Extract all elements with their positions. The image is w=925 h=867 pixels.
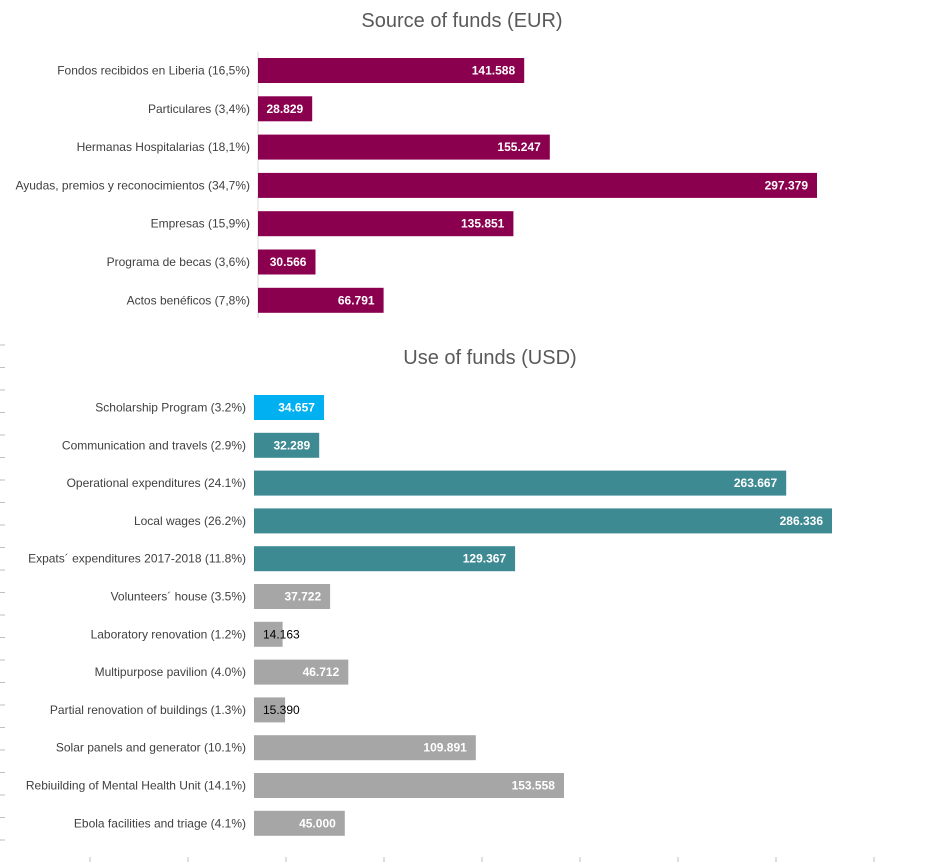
source-bar bbox=[258, 249, 316, 275]
use-value-label: 37.722 bbox=[284, 590, 321, 604]
source-category-label: Actos benéficos (7,8%) bbox=[127, 293, 250, 307]
use-bar bbox=[254, 395, 324, 420]
use-value-label: 45.000 bbox=[299, 816, 336, 830]
use-category-label: Ebola facilities and triage (4.1%) bbox=[74, 816, 246, 830]
use-value-label: 46.712 bbox=[303, 665, 340, 679]
use-bar bbox=[254, 546, 516, 572]
use-category-label: Local wages (26.2%) bbox=[134, 514, 246, 528]
source-bar bbox=[258, 172, 817, 198]
source-of-funds-chart: Source of funds (EUR) Fondos recibidos e… bbox=[15, 10, 817, 318]
source-chart-title: Source of funds (EUR) bbox=[361, 10, 562, 32]
use-category-label: Multipurpose pavilion (4.0%) bbox=[95, 665, 246, 679]
use-category-label: Communication and travels (2.9%) bbox=[62, 438, 246, 452]
use-category-label: Solar panels and generator (10.1%) bbox=[56, 741, 246, 755]
use-bar bbox=[254, 432, 320, 458]
use-bar bbox=[254, 508, 832, 534]
source-bar bbox=[258, 58, 525, 83]
use-bar bbox=[254, 773, 564, 798]
source-bar bbox=[258, 211, 514, 237]
source-bar bbox=[258, 134, 550, 160]
use-bar bbox=[254, 810, 345, 836]
source-category-label: Hermanas Hospitalarias (18,1%) bbox=[77, 140, 250, 154]
use-value-label: 153.558 bbox=[512, 779, 556, 793]
use-value-label: 263.667 bbox=[734, 476, 778, 490]
use-value-label: 15.390 bbox=[263, 703, 300, 717]
use-category-label: Scholarship Program (3.2%) bbox=[95, 401, 246, 415]
use-category-label: Laboratory renovation (1.2%) bbox=[91, 627, 246, 641]
use-value-label: 34.657 bbox=[278, 401, 315, 415]
source-category-label: Ayudas, premios y reconocimientos (34,7%… bbox=[15, 178, 250, 192]
use-category-label: Expats´ expenditures 2017-2018 (11.8%) bbox=[28, 552, 246, 566]
use-bar bbox=[254, 584, 331, 609]
use-bar bbox=[254, 697, 286, 723]
left-edge-ticks bbox=[0, 344, 5, 841]
source-bar bbox=[258, 96, 313, 122]
use-bar bbox=[254, 659, 349, 685]
use-value-label: 286.336 bbox=[780, 514, 824, 528]
bottom-edge-ticks bbox=[89, 857, 875, 862]
use-bar bbox=[254, 735, 476, 761]
use-bar bbox=[254, 621, 283, 647]
use-value-label: 129.367 bbox=[463, 552, 507, 566]
use-value-label: 32.289 bbox=[273, 438, 310, 452]
use-category-label: Volunteers´ house (3.5%) bbox=[111, 590, 246, 604]
source-value-label: 141.588 bbox=[472, 64, 516, 78]
source-value-label: 297.379 bbox=[765, 178, 809, 192]
source-category-label: Particulares (3,4%) bbox=[148, 102, 250, 116]
source-value-label: 66.791 bbox=[338, 293, 375, 307]
source-category-label: Empresas (15,9%) bbox=[151, 217, 250, 231]
source-value-label: 28.829 bbox=[266, 102, 303, 116]
use-category-label: Operational expenditures (24.1%) bbox=[67, 476, 246, 490]
source-category-label: Fondos recibidos en Liberia (16,5%) bbox=[57, 64, 250, 78]
source-value-label: 155.247 bbox=[497, 140, 541, 154]
use-chart-title: Use of funds (USD) bbox=[403, 347, 576, 369]
source-value-label: 135.851 bbox=[461, 217, 505, 231]
use-of-funds-chart: Use of funds (USD) Scholarship Program (… bbox=[0, 344, 875, 862]
source-bar bbox=[258, 287, 384, 313]
use-value-label: 109.891 bbox=[423, 741, 467, 755]
use-category-label: Partial renovation of buildings (1.3%) bbox=[50, 703, 246, 717]
use-category-label: Rebiuilding of Mental Health Unit (14.1%… bbox=[26, 779, 246, 793]
source-category-label: Programa de becas (3,6%) bbox=[107, 255, 250, 269]
use-bar bbox=[254, 470, 787, 496]
source-value-label: 30.566 bbox=[270, 255, 307, 269]
use-value-label: 14.163 bbox=[263, 627, 300, 641]
